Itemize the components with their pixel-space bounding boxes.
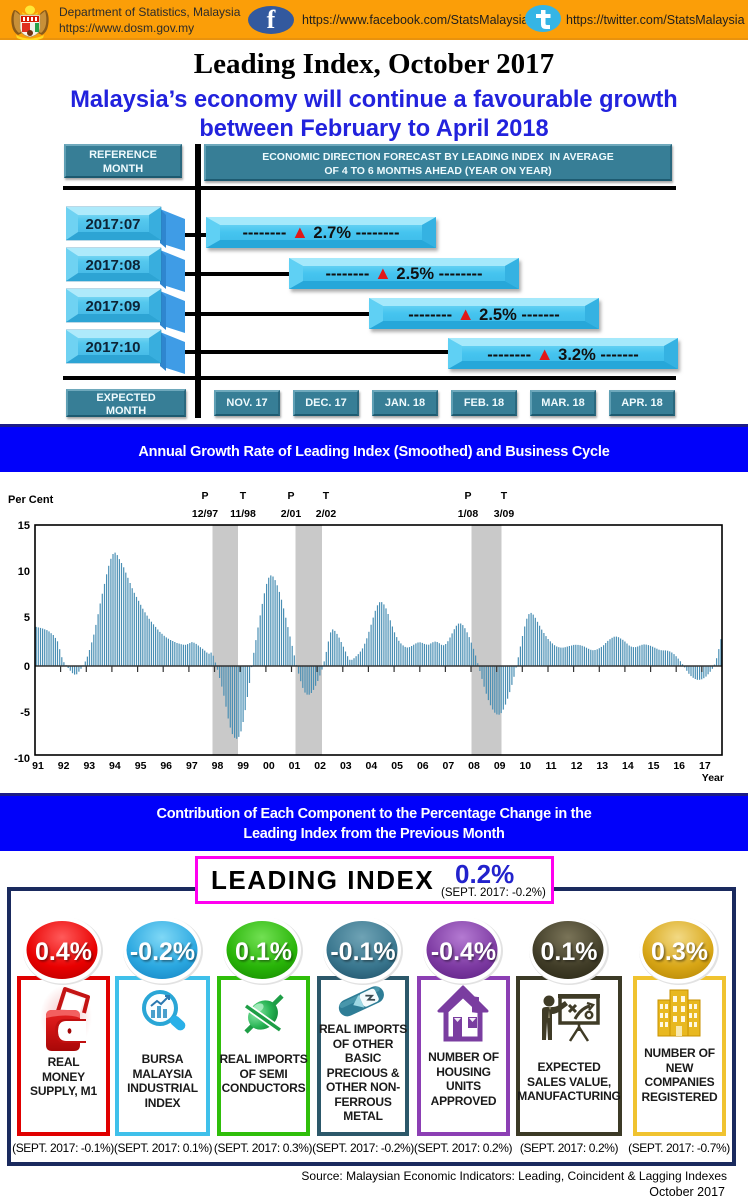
svg-text:12: 12 xyxy=(571,760,583,772)
svg-text:P: P xyxy=(287,490,294,502)
svg-text:16: 16 xyxy=(673,760,685,772)
svg-text:14: 14 xyxy=(622,760,634,772)
svg-text:02: 02 xyxy=(314,760,326,772)
svg-text:93: 93 xyxy=(83,760,95,772)
svg-text:15: 15 xyxy=(18,520,30,532)
svg-text:13: 13 xyxy=(596,760,608,772)
svg-text:11: 11 xyxy=(545,760,556,772)
svg-text:T: T xyxy=(323,490,330,502)
svg-text:08: 08 xyxy=(468,760,480,772)
svg-text:91: 91 xyxy=(32,760,44,772)
svg-text:07: 07 xyxy=(443,760,455,772)
svg-text:12/97: 12/97 xyxy=(192,508,218,520)
svg-text:17: 17 xyxy=(699,760,711,772)
svg-text:T: T xyxy=(240,490,247,502)
svg-text:2017:08: 2017:08 xyxy=(85,257,140,274)
svg-text:10: 10 xyxy=(519,760,531,772)
svg-text:0: 0 xyxy=(24,661,30,673)
svg-text:P: P xyxy=(201,490,208,502)
svg-text:-5: -5 xyxy=(20,707,30,719)
svg-text:1/08: 1/08 xyxy=(458,508,479,520)
svg-text:05: 05 xyxy=(391,760,403,772)
svg-text:P: P xyxy=(464,490,471,502)
svg-text:95: 95 xyxy=(135,760,147,772)
svg-text:06: 06 xyxy=(417,760,429,772)
svg-text:15: 15 xyxy=(648,760,660,772)
svg-text:2/02: 2/02 xyxy=(316,508,337,520)
svg-text:94: 94 xyxy=(109,760,121,772)
svg-text:96: 96 xyxy=(160,760,172,772)
svg-text:03: 03 xyxy=(340,760,352,772)
svg-text:98: 98 xyxy=(212,760,224,772)
svg-text:01: 01 xyxy=(289,760,301,772)
svg-text:2/01: 2/01 xyxy=(281,508,302,520)
svg-text:09: 09 xyxy=(494,760,506,772)
svg-text:3/09: 3/09 xyxy=(494,508,515,520)
svg-text:04: 04 xyxy=(366,760,378,772)
svg-text:11/98: 11/98 xyxy=(230,508,256,520)
svg-text:92: 92 xyxy=(58,760,70,772)
svg-text:2017:07: 2017:07 xyxy=(85,216,140,233)
svg-text:2017:10: 2017:10 xyxy=(85,339,140,356)
svg-text:T: T xyxy=(501,490,508,502)
svg-text:00: 00 xyxy=(263,760,275,772)
svg-text:10: 10 xyxy=(18,566,30,578)
svg-text:Per Cent: Per Cent xyxy=(8,494,54,506)
svg-text:Year: Year xyxy=(702,772,724,784)
svg-text:5: 5 xyxy=(24,612,30,624)
svg-text:99: 99 xyxy=(237,760,249,772)
svg-text:97: 97 xyxy=(186,760,198,772)
svg-text:-10: -10 xyxy=(14,753,30,765)
svg-text:2017:09: 2017:09 xyxy=(85,298,140,315)
